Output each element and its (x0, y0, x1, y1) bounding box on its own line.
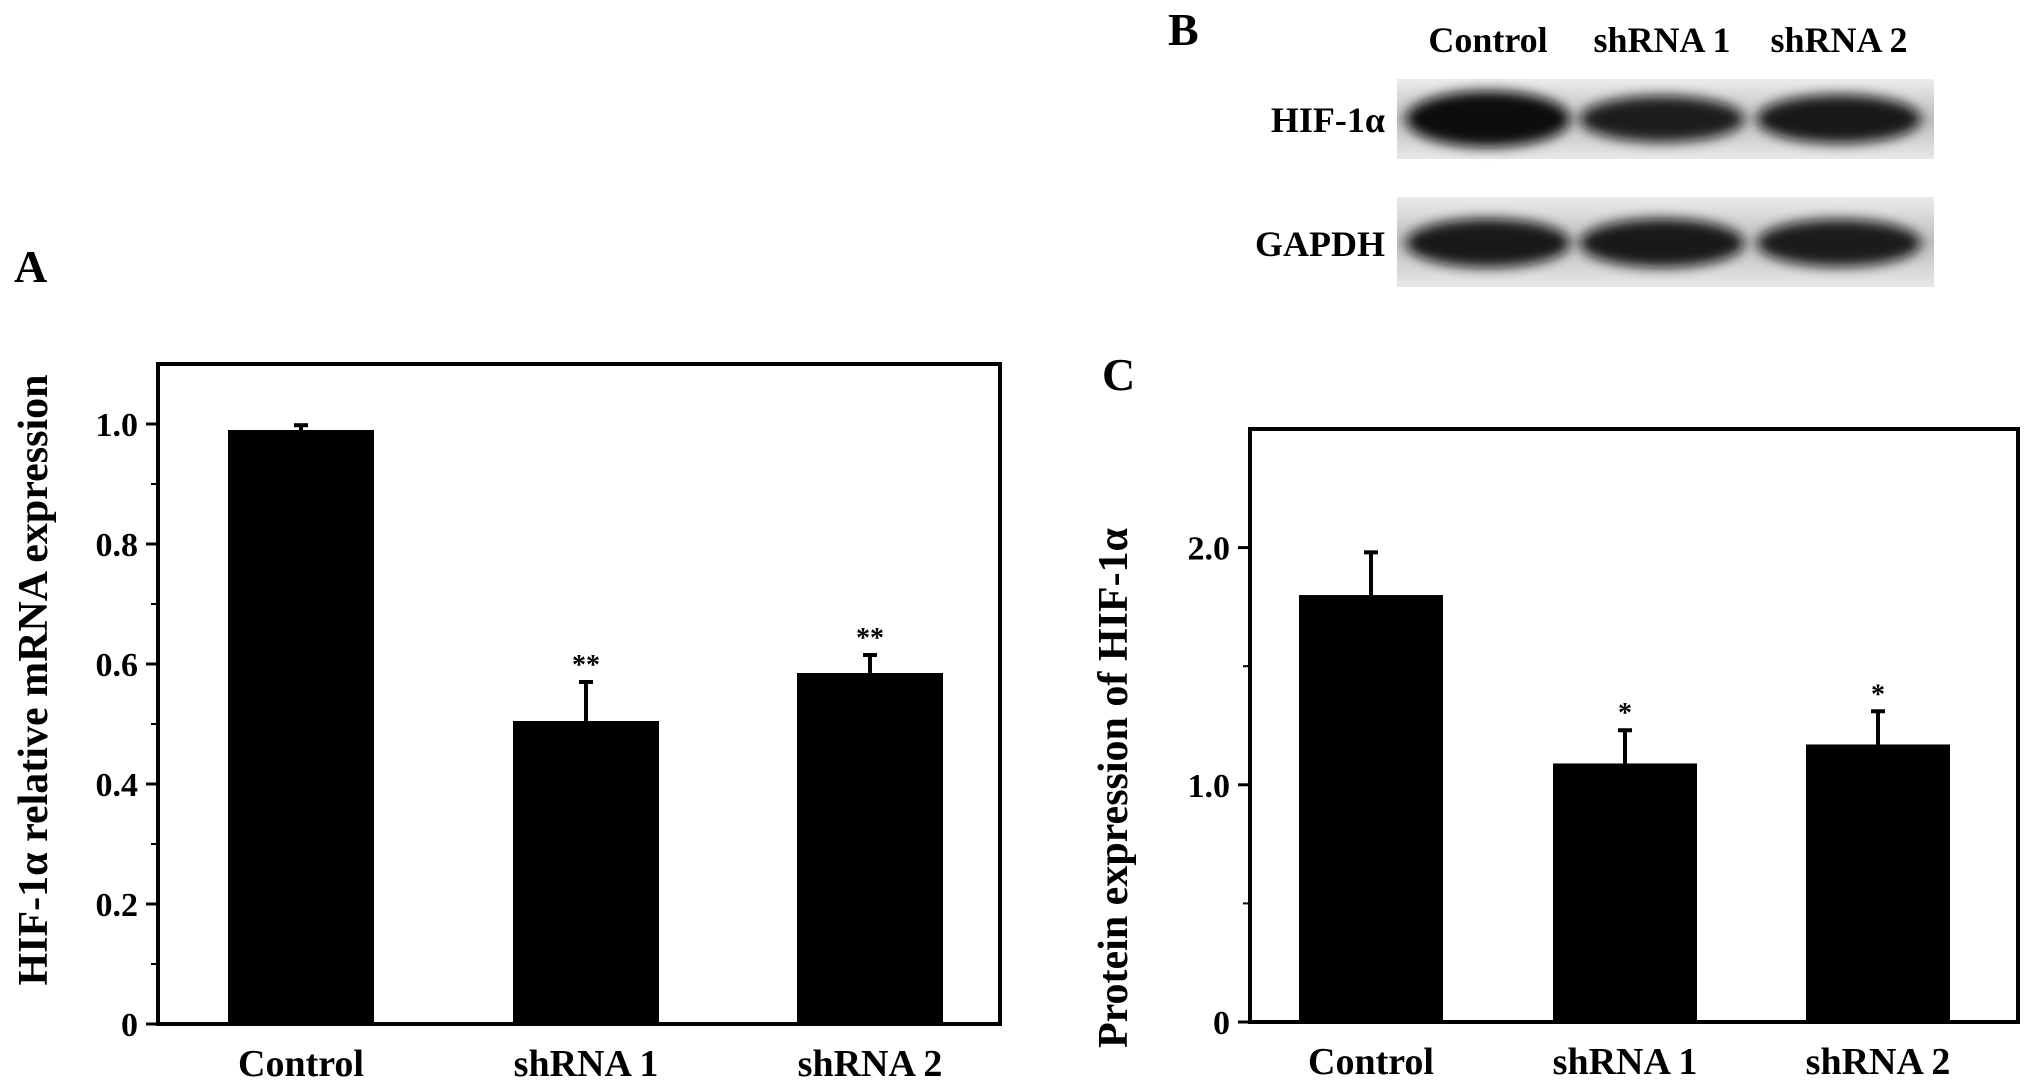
blot-row-label: GAPDH (1255, 224, 1385, 264)
panel-label-b: B (1168, 4, 1199, 55)
western-blot: Control shRNA 1 shRNA 2 HIF-1α GAPDH (1255, 20, 1934, 287)
chart-c-ytick-label: 0 (1213, 1005, 1230, 1042)
blot-lane-label: Control (1428, 20, 1547, 60)
chart-c-ytick-label: 2.0 (1188, 531, 1231, 568)
chart-a-significance: ** (572, 650, 600, 681)
chart-a-category-label: Control (238, 1043, 364, 1085)
chart-a-ytick-label: 0.4 (96, 767, 139, 804)
chart-a: HIF-1α relative mRNA expression 0 0.2 0.4 0… (11, 362, 1002, 1085)
blot-lane-label: shRNA 2 (1770, 20, 1907, 60)
blot-lane-label: shRNA 1 (1593, 20, 1730, 60)
chart-c-bar (1299, 595, 1443, 1022)
chart-a-ylabel: HIF-1α relative mRNA expression (11, 375, 57, 986)
chart-c-category-label: Control (1308, 1041, 1434, 1083)
chart-a-ytick-label: 0.8 (96, 527, 139, 564)
chart-c-bar (1553, 763, 1697, 1022)
chart-a-ytick-label: 0 (121, 1007, 138, 1044)
panel-label-a: A (14, 241, 47, 292)
blot-row-label: HIF-1α (1271, 100, 1385, 140)
panel-label-c: C (1102, 349, 1135, 400)
chart-a-bar (228, 430, 374, 1024)
chart-a-ytick-label: 0.2 (96, 887, 139, 924)
chart-a-category-label: shRNA 2 (798, 1043, 943, 1085)
chart-c-significance: * (1618, 698, 1632, 729)
chart-c-ylabel: Protein expression of HIF-1α (1091, 527, 1137, 1048)
chart-a-ytick-label: 0.6 (96, 647, 139, 684)
chart-a-bar (513, 721, 659, 1024)
chart-a-category-label: shRNA 1 (514, 1043, 659, 1085)
blot-band (1580, 218, 1744, 268)
chart-c-ytick-label: 1.0 (1188, 768, 1231, 805)
chart-c-category-label: shRNA 1 (1553, 1041, 1698, 1083)
blot-band (1580, 95, 1744, 143)
blot-band (1406, 218, 1570, 268)
chart-c-category-label: shRNA 2 (1806, 1041, 1951, 1083)
chart-a-significance: ** (856, 623, 884, 654)
chart-c: Protein expression of HIF-1α 0 1.0 2.0 Cont… (1091, 427, 2020, 1083)
chart-c-bar (1806, 744, 1950, 1022)
chart-a-bar (797, 673, 943, 1024)
chart-c-significance: * (1871, 679, 1885, 710)
blot-band (1757, 94, 1921, 144)
blot-band (1406, 91, 1570, 147)
blot-band (1757, 219, 1921, 267)
chart-a-ytick-label: 1.0 (96, 407, 139, 444)
